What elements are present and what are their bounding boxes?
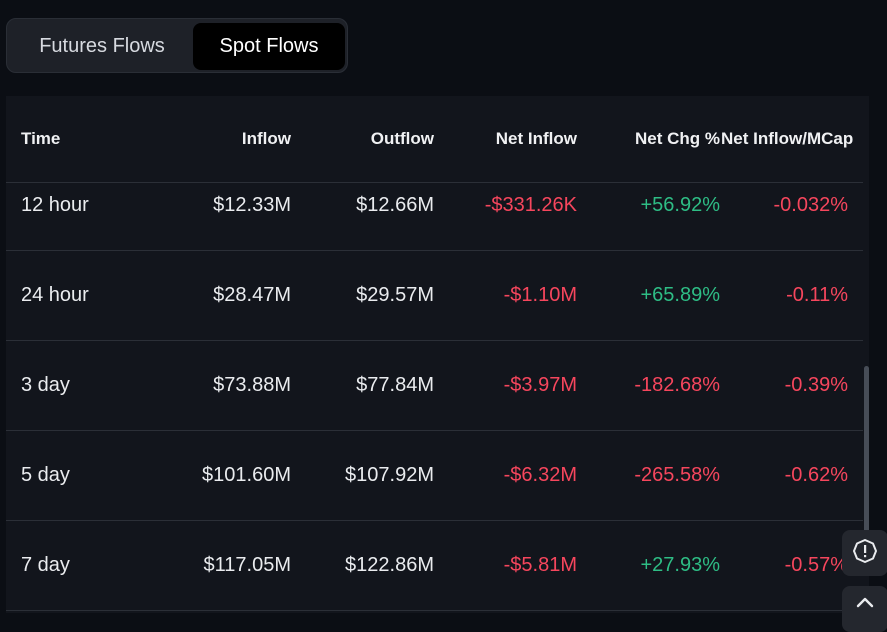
- cell-net-chg: -265.58%: [634, 464, 720, 486]
- cell-inflow: $101.60M: [202, 464, 291, 486]
- cell-net-inflow: -$6.32M: [503, 464, 577, 486]
- table-row: 12 hour $12.33M $12.66M -$331.26K +56.92…: [6, 161, 863, 251]
- cell-net-inflow: -$5.81M: [503, 554, 577, 576]
- cell-net-inflow-mcap: -0.032%: [773, 194, 849, 216]
- header-time: Time: [21, 129, 61, 148]
- cell-net-chg: +56.92%: [640, 194, 720, 216]
- scroll-to-top-icon: [854, 597, 876, 618]
- cell-net-inflow-mcap: -0.62%: [784, 464, 848, 486]
- cell-outflow: $107.92M: [345, 464, 434, 486]
- cell-inflow: $28.47M: [213, 284, 291, 306]
- table-row: 24 hour $28.47M $29.57M -$1.10M +65.89% …: [6, 251, 863, 341]
- cell-net-chg: +65.89%: [640, 284, 720, 306]
- tab-spot-flows[interactable]: Spot Flows: [193, 23, 345, 70]
- feedback-alert-icon: [852, 538, 878, 569]
- cell-time: 12 hour: [21, 194, 89, 216]
- header-net-inflow-mcap: Net Inflow/MCap: [721, 129, 854, 148]
- cell-net-inflow-mcap: -0.11%: [786, 284, 848, 306]
- table-row: 3 day $73.88M $77.84M -$3.97M -182.68% -…: [6, 341, 863, 431]
- header-net-inflow: Net Inflow: [495, 129, 577, 148]
- cell-net-inflow-mcap: -0.57%: [784, 554, 848, 576]
- scroll-to-top-button[interactable]: [842, 586, 887, 632]
- feedback-button[interactable]: [842, 530, 887, 576]
- cell-time: 5 day: [21, 464, 70, 486]
- cell-net-chg: +27.93%: [640, 554, 720, 576]
- vertical-scrollbar[interactable]: [864, 366, 869, 556]
- cell-outflow: $12.66M: [356, 194, 434, 216]
- table-row: 5 day $101.60M $107.92M -$6.32M -265.58%…: [6, 431, 863, 521]
- cell-net-inflow: -$3.97M: [503, 374, 577, 396]
- cell-outflow: $122.86M: [345, 554, 434, 576]
- cell-inflow: $73.88M: [213, 374, 291, 396]
- cell-outflow: $77.84M: [356, 374, 434, 396]
- cell-net-inflow: -$1.10M: [503, 284, 577, 306]
- cell-time: 3 day: [21, 374, 70, 396]
- flows-tab-switcher: Futures Flows Spot Flows: [6, 18, 348, 73]
- cell-net-inflow: -$331.26K: [484, 194, 577, 216]
- cell-net-chg: -182.68%: [634, 374, 720, 396]
- table-header: Time Inflow Outflow Net Inflow Net Chg %…: [6, 96, 863, 183]
- tab-futures-flows[interactable]: Futures Flows: [39, 35, 165, 57]
- table-row: 7 day $117.05M $122.86M -$5.81M +27.93% …: [6, 521, 863, 611]
- cell-time: 24 hour: [21, 284, 89, 306]
- cell-time: 7 day: [21, 554, 70, 576]
- cell-outflow: $29.57M: [356, 284, 434, 306]
- flows-table: Time Inflow Outflow Net Inflow Net Chg %…: [6, 96, 869, 613]
- header-net-chg: Net Chg %: [635, 129, 720, 148]
- header-outflow: Outflow: [370, 129, 434, 148]
- cell-net-inflow-mcap: -0.39%: [784, 374, 848, 396]
- header-inflow: Inflow: [241, 129, 291, 148]
- cell-inflow: $117.05M: [203, 554, 291, 576]
- cell-inflow: $12.33M: [213, 194, 291, 216]
